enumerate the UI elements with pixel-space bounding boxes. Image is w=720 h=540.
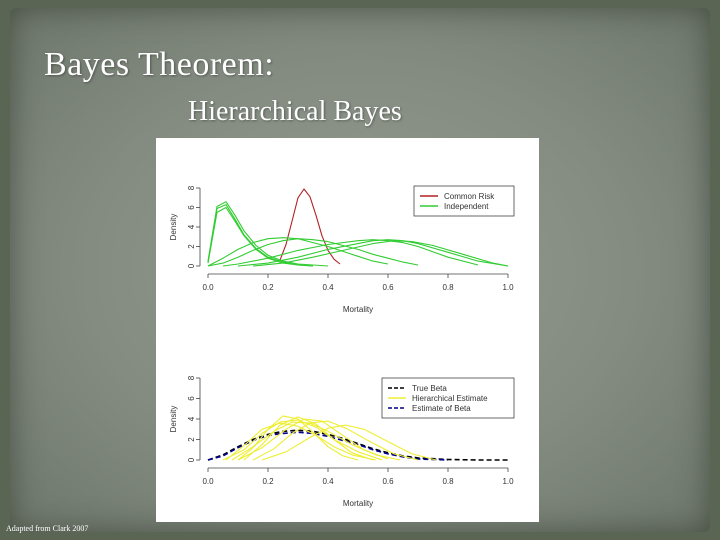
series-line-1-7	[222, 239, 479, 267]
y-tick-label: 0	[187, 457, 196, 462]
series-line-1-6	[207, 238, 419, 267]
chart-figure: 0.0 0.2 0.4 0.6 0.8 1.0 0 2 4 6 8 Mortality Density C…	[169, 185, 515, 508]
y-tick-label: 4	[187, 224, 196, 229]
legend-box	[413, 185, 515, 217]
y-tick-label: 2	[187, 244, 196, 249]
y-tick-label: 0	[187, 263, 196, 268]
legend-entry: Estimate of Beta	[412, 404, 471, 413]
y-tick-label: 6	[187, 205, 196, 210]
series-line-2-10	[225, 422, 377, 461]
x-tick-label: 0.6	[382, 283, 394, 292]
series-line-2-9	[261, 424, 437, 461]
slide-title: Bayes Theorem:	[44, 46, 275, 83]
source-credit: Adapted from Clark 2007	[6, 524, 89, 533]
plot-panel-2: 0.0 0.2 0.4 0.6 0.8 1.0 0 2 4 6 8 Mortality Density T…	[169, 375, 515, 508]
x-axis-label: Mortality	[343, 305, 373, 314]
legend-entry: Independent	[444, 202, 489, 211]
x-axis-label: Mortality	[343, 499, 373, 508]
x-tick-label: 0.4	[322, 283, 334, 292]
x-tick-label: 0.6	[382, 477, 394, 486]
y-tick-label: 8	[187, 375, 196, 380]
series-line-2-5	[222, 419, 383, 461]
series-line-1-8	[237, 239, 509, 267]
x-tick-label: 0.0	[202, 283, 214, 292]
figure-panel: 0.0 0.2 0.4 0.6 0.8 1.0 0 2 4 6 8 Mortality Density C…	[156, 138, 539, 522]
series-line-2-8	[231, 421, 401, 461]
series-line-2-4	[243, 416, 374, 461]
series-line-1-5	[207, 237, 389, 267]
series-line-2-3	[237, 415, 359, 461]
x-tick-label: 1.0	[502, 283, 514, 292]
plot-panel-1: 0.0 0.2 0.4 0.6 0.8 1.0 0 2 4 6 8 Mortality Density C…	[169, 185, 515, 314]
y-axis-label: Density	[169, 406, 178, 433]
y-axis-label: Density	[169, 214, 178, 241]
y-tick-label: 4	[187, 416, 196, 421]
series-line-2-6	[237, 418, 389, 461]
slide-subtitle: Hierarchical Bayes	[188, 96, 402, 127]
x-tick-label: 0.8	[442, 283, 454, 292]
series-line-1-9	[252, 240, 509, 267]
series-line-1-4	[207, 206, 314, 267]
series-line-1-2	[207, 201, 329, 267]
x-tick-label: 0.0	[202, 477, 214, 486]
y-tick-label: 2	[187, 437, 196, 442]
x-tick-label: 0.2	[262, 283, 274, 292]
x-tick-label: 0.8	[442, 477, 454, 486]
legend-entry: Common Risk	[444, 192, 495, 201]
series-line-2-7	[252, 420, 419, 461]
legend-entry: Hierarchical Estimate	[412, 394, 488, 403]
x-tick-label: 0.4	[322, 477, 334, 486]
series-line-2-1	[207, 429, 508, 461]
legend-entry: True Beta	[412, 384, 447, 393]
x-tick-label: 0.2	[262, 477, 274, 486]
y-tick-label: 6	[187, 396, 196, 401]
x-tick-label: 1.0	[502, 477, 514, 486]
y-tick-label: 8	[187, 185, 196, 190]
